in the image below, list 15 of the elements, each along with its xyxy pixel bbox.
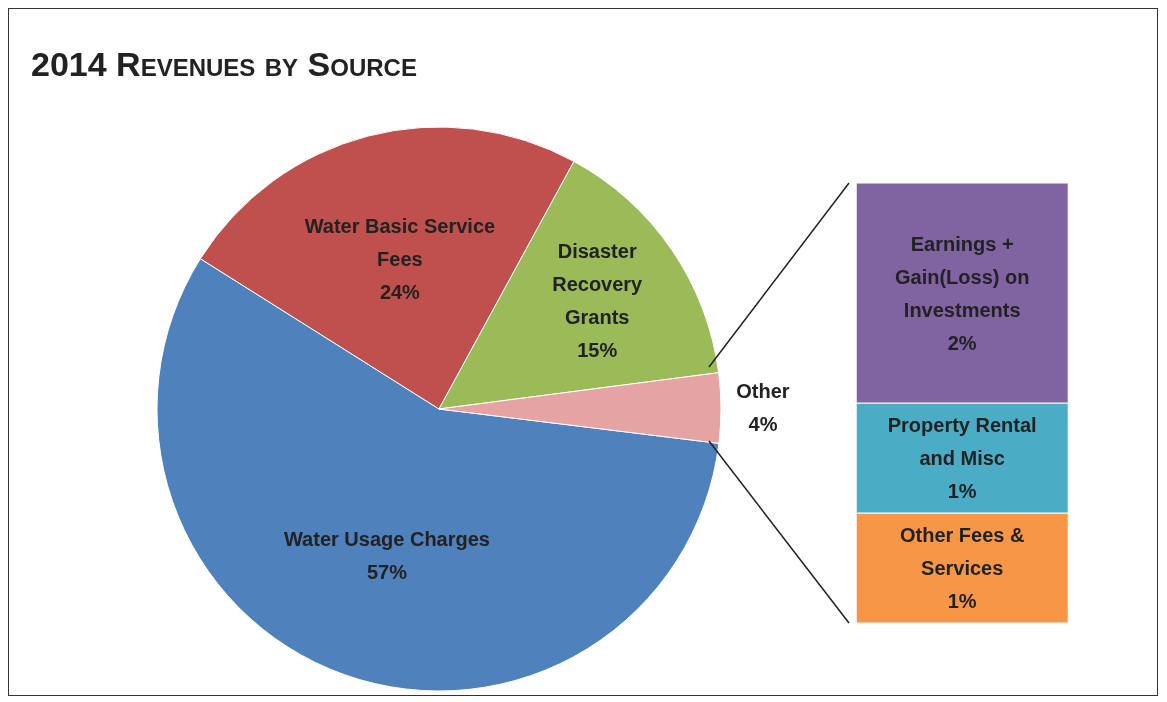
data-label: 4% xyxy=(748,413,778,436)
data-label: 57% xyxy=(366,560,408,583)
data-label: 1% xyxy=(947,480,977,502)
data-label: 1% xyxy=(947,590,977,612)
data-label: 2% xyxy=(947,331,977,354)
data-label: 24% xyxy=(379,280,421,303)
series-label: Earnings + Gain(Loss) on Investments xyxy=(894,232,1030,321)
slice-label: Other xyxy=(736,380,790,403)
data-label: 15% xyxy=(577,339,618,362)
chart-title: 2014 Revenues by Source xyxy=(31,45,417,84)
series-label: Property Rental and Misc xyxy=(887,414,1037,469)
slice-label: Water Basic Service Fees xyxy=(304,214,496,270)
slice-label: Water Usage Charges xyxy=(283,527,490,550)
slice-label: Disaster Recovery Grants xyxy=(552,240,644,329)
series-label: Other Fees & Services xyxy=(899,524,1025,579)
